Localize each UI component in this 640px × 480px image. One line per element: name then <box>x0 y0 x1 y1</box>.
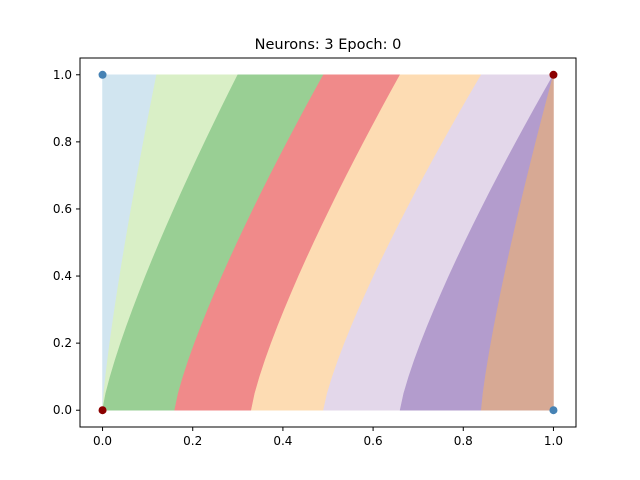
data-point-0 <box>99 406 107 414</box>
x-tick-label: 0.4 <box>273 434 292 448</box>
y-tick-label: 1.0 <box>53 68 72 82</box>
y-tick-label: 0.4 <box>53 269 72 283</box>
x-axis: 0.0 0.2 0.4 0.6 0.8 1.0 <box>93 427 563 448</box>
y-tick-label: 0.8 <box>53 135 72 149</box>
data-point-1 <box>99 71 107 79</box>
y-tick-label: 0.2 <box>53 336 72 350</box>
x-tick-label: 0.8 <box>454 434 473 448</box>
y-tick-label: 0.0 <box>53 403 72 417</box>
x-tick-label: 1.0 <box>544 434 563 448</box>
data-point-3 <box>549 71 557 79</box>
chart-title: Neurons: 3 Epoch: 0 <box>255 37 402 53</box>
x-tick-label: 0.0 <box>93 434 112 448</box>
regions-layer <box>103 75 554 410</box>
x-tick-label: 0.2 <box>183 434 202 448</box>
x-tick-label: 0.6 <box>364 434 383 448</box>
data-point-2 <box>549 406 557 414</box>
y-tick-label: 0.6 <box>53 202 72 216</box>
y-axis: 0.0 0.2 0.4 0.6 0.8 1.0 <box>53 68 80 417</box>
